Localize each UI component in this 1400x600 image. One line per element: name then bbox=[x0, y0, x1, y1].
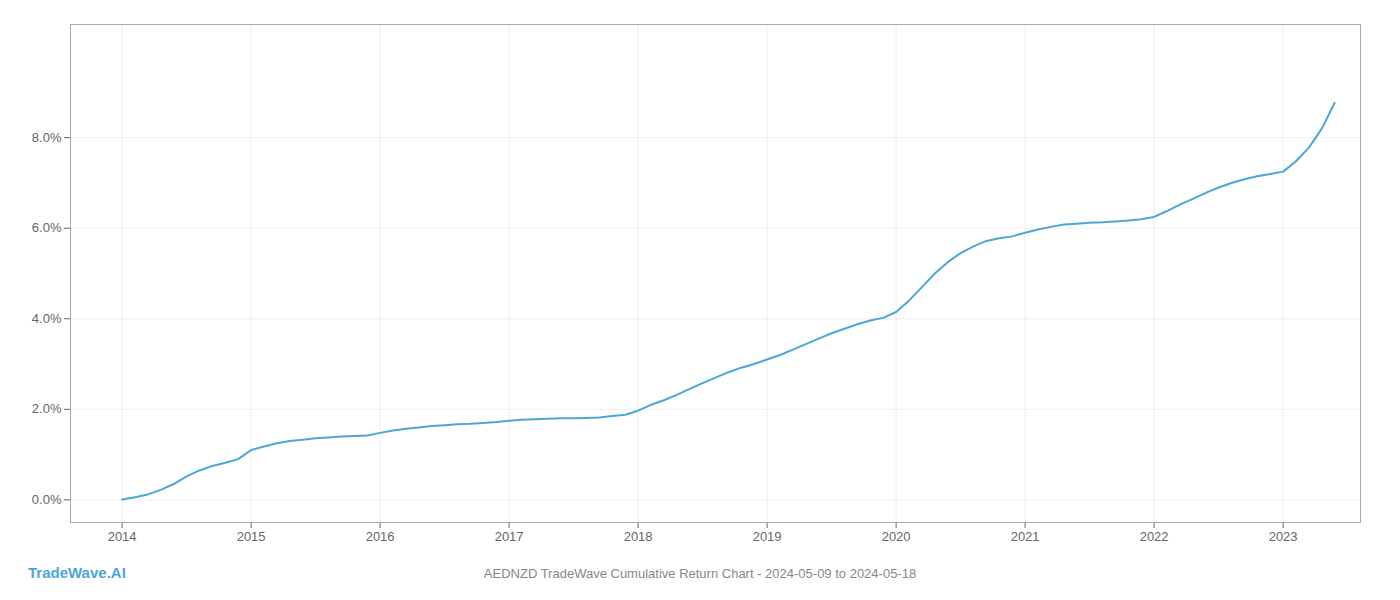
svg-text:2022: 2022 bbox=[1140, 529, 1169, 544]
html-text:TradeWave.AI: TradeWave.AI bbox=[28, 564, 126, 581]
svg-text:2023: 2023 bbox=[1269, 529, 1298, 544]
svg-text:2.0%: 2.0% bbox=[32, 401, 62, 416]
svg-text:2020: 2020 bbox=[882, 529, 911, 544]
svg-text:2017: 2017 bbox=[495, 529, 524, 544]
svg-text:0.0%: 0.0% bbox=[32, 492, 62, 507]
svg-text:2015: 2015 bbox=[237, 529, 266, 544]
svg-text:2014: 2014 bbox=[108, 529, 137, 544]
svg-text:6.0%: 6.0% bbox=[32, 220, 62, 235]
svg-text:4.0%: 4.0% bbox=[32, 311, 62, 326]
svg-text:2021: 2021 bbox=[1011, 529, 1040, 544]
svg-text:8.0%: 8.0% bbox=[32, 130, 62, 145]
html-text:AEDNZD TradeWave Cumulative Re: AEDNZD TradeWave Cumulative Return Chart… bbox=[483, 566, 917, 581]
svg-text:2016: 2016 bbox=[366, 529, 395, 544]
svg-text:2019: 2019 bbox=[753, 529, 782, 544]
svg-text:2018: 2018 bbox=[624, 529, 653, 544]
